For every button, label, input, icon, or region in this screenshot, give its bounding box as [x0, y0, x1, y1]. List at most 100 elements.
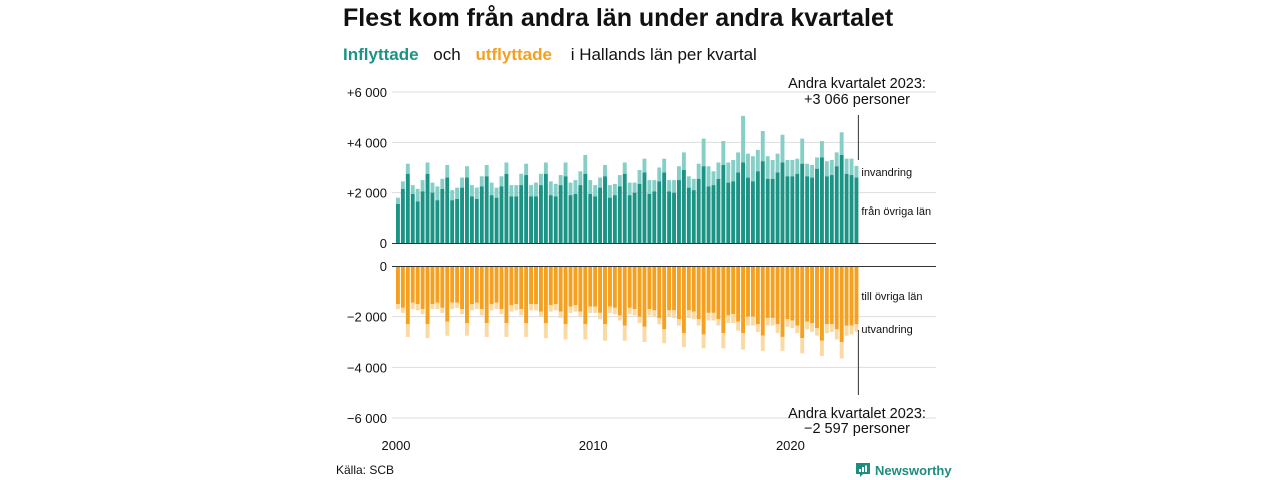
bar-outflow-other-counties	[775, 266, 780, 325]
bar-invandring	[415, 188, 420, 202]
bar-inflow-other-counties	[583, 173, 588, 243]
bar-invandring	[696, 163, 701, 179]
bar-invandring	[800, 138, 805, 164]
bar-utvandring	[815, 328, 819, 336]
bar-invandring	[529, 185, 534, 197]
bar-outflow-other-counties	[617, 266, 622, 316]
bar-outflow-other-counties	[770, 266, 775, 318]
y-tick-outflow: −6 000	[347, 411, 387, 426]
bar-utvandring	[440, 307, 445, 313]
bar-outflow-other-counties	[509, 266, 514, 306]
bar-invandring	[489, 182, 494, 196]
bar-inflow-other-counties	[746, 177, 750, 243]
bar-utvandring	[647, 309, 652, 316]
bar-invandring	[514, 185, 519, 197]
bar-utvandring	[775, 324, 780, 334]
bar-inflow-other-counties	[760, 161, 765, 243]
bar-invandring	[583, 154, 588, 174]
bar-utvandring	[494, 302, 499, 310]
bar-utvandring	[662, 329, 667, 344]
bar-inflow-other-counties	[637, 183, 642, 243]
bar-inflow-other-counties	[829, 175, 834, 243]
bar-outflow-other-counties	[672, 266, 676, 311]
bar-inflow-other-counties	[721, 164, 726, 243]
bar-inflow-other-counties	[765, 178, 770, 243]
bar-inflow-other-counties	[430, 192, 435, 243]
bar-outflow-other-counties	[400, 266, 405, 308]
bar-invandring	[755, 149, 760, 172]
bar-inflow-other-counties	[499, 186, 504, 243]
y-tick-inflow: +4 000	[347, 135, 387, 150]
bar-inflow-other-counties	[445, 177, 450, 243]
bar-invandring	[652, 180, 657, 192]
bar-inflow-other-counties	[435, 200, 440, 243]
bar-utvandring	[780, 336, 785, 351]
bars	[396, 115, 859, 359]
bar-invandring	[844, 158, 849, 174]
bar-utvandring	[681, 333, 686, 348]
bar-outflow-other-counties	[519, 266, 524, 310]
bar-utvandring	[563, 324, 568, 340]
subtitle-and: och	[433, 45, 461, 64]
series-labels: invandring från övriga län till övriga län…	[861, 167, 931, 336]
bar-utvandring	[657, 317, 662, 325]
bar-utvandring	[578, 311, 583, 317]
bar-utvandring	[642, 326, 647, 342]
bar-outflow-other-counties	[583, 266, 588, 325]
bar-inflow-other-counties	[450, 200, 455, 243]
bar-outflow-other-counties	[647, 266, 652, 310]
bar-outflow-other-counties	[563, 266, 568, 325]
y-tick-outflow: −4 000	[347, 360, 387, 375]
bar-inflow-other-counties	[755, 171, 760, 243]
bar-utvandring	[420, 309, 425, 315]
bar-outflow-other-counties	[455, 266, 460, 303]
bar-utvandring	[731, 314, 736, 323]
bar-utvandring	[736, 321, 741, 331]
bar-invandring	[607, 185, 612, 198]
bar-invandring	[736, 152, 741, 173]
bar-invandring	[667, 180, 672, 192]
bar-invandring	[598, 177, 603, 188]
bar-invandring	[657, 167, 662, 182]
bar-outflow-other-counties	[657, 266, 662, 318]
bar-inflow-other-counties	[465, 177, 469, 243]
bar-outflow-other-counties	[396, 266, 400, 304]
bar-inflow-other-counties	[691, 190, 696, 243]
bar-outflow-other-counties	[484, 266, 489, 323]
newsworthy-icon	[856, 463, 870, 477]
label-invandring: invandring	[861, 167, 912, 179]
bar-inflow-other-counties	[844, 173, 849, 243]
bar-utvandring	[465, 323, 469, 336]
bar-outflow-other-counties	[479, 266, 484, 310]
bar-inflow-other-counties	[672, 192, 676, 243]
bar-invandring	[538, 173, 543, 186]
bar-outflow-other-counties	[622, 266, 627, 326]
bar-invandring	[691, 178, 696, 191]
bar-outflow-other-counties	[681, 266, 686, 334]
bar-utvandring	[425, 324, 430, 339]
bar-invandring	[760, 131, 765, 162]
bar-invandring	[420, 180, 425, 192]
bar-invandring	[819, 141, 824, 158]
subtitle-outflow: utflyttade	[475, 45, 552, 64]
bar-outflow-other-counties	[637, 266, 642, 317]
bar-outflow-other-counties	[844, 266, 849, 326]
bar-inflow-other-counties	[400, 188, 405, 243]
bar-utvandring	[603, 324, 607, 341]
bar-utvandring	[854, 324, 859, 332]
bar-outflow-other-counties	[469, 266, 474, 304]
bar-utvandring	[529, 304, 534, 311]
bar-utvandring	[553, 304, 558, 311]
bar-outflow-other-counties	[726, 266, 731, 316]
bar-inflow-other-counties	[731, 181, 736, 243]
bar-utvandring	[652, 310, 657, 317]
bar-invandring	[681, 152, 686, 171]
bar-invandring	[622, 162, 627, 174]
bar-outflow-other-counties	[607, 266, 612, 307]
bar-outflow-other-counties	[440, 266, 445, 308]
bar-utvandring	[445, 321, 450, 336]
bar-utvandring	[849, 325, 854, 335]
bar-utvandring	[430, 304, 435, 310]
bar-inflow-other-counties	[775, 172, 780, 243]
bar-utvandring	[405, 324, 410, 337]
